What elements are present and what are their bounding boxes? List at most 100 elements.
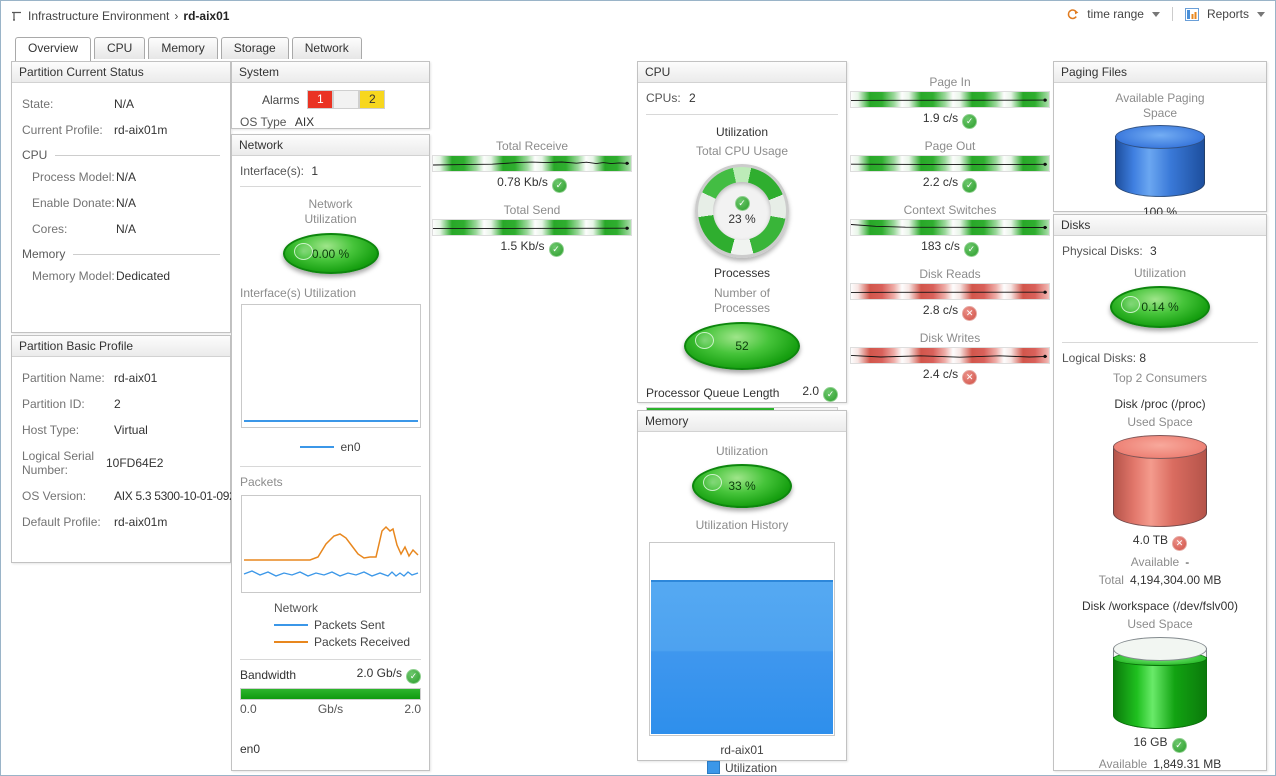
top-consumers-label: Top 2 Consumers (1112, 371, 1208, 385)
time-range-dropdown-arrow-icon[interactable] (1151, 11, 1160, 17)
tab-cpu[interactable]: CPU (94, 37, 146, 59)
page-in-metric: Page In 1.9 c/s (850, 75, 1050, 129)
total-receive-value: 0.78 Kb/s (432, 175, 632, 193)
breadcrumb-separator: › (174, 9, 179, 23)
host-type-row: Host Type: Virtual (22, 423, 148, 437)
packets-received-series (243, 525, 419, 561)
memory-chart-x-label: rd-aix01 (720, 743, 764, 757)
disk-workspace-cylinder[interactable] (1113, 637, 1207, 729)
paging-space-cylinder[interactable] (1115, 125, 1205, 197)
packets-legend-group: Network (274, 601, 319, 615)
memory-model-row: Memory Model: Dedicated (32, 269, 171, 283)
memory-history-chart[interactable] (649, 542, 835, 736)
partition-basic-profile-panel: Partition Basic Profile Partition Name: r… (11, 335, 242, 563)
memory-chart-legend: Utilization (638, 761, 846, 775)
topology-icon (12, 11, 21, 21)
interface-utilization-label: Interface(s) Utilization (240, 286, 357, 300)
alarm-critical-badge[interactable]: 1 (307, 90, 334, 109)
top-bar: Infrastructure Environment › rd-aix01 ti… (1, 1, 1275, 31)
ok-status-icon (823, 387, 838, 402)
alarms-label: Alarms (262, 92, 300, 107)
processor-queue-value: 2.0 (802, 384, 838, 402)
ok-status-icon (962, 178, 978, 193)
en0-series-line (243, 420, 418, 422)
network-footer-interface[interactable]: en0 (240, 742, 261, 756)
breadcrumb-root[interactable]: Infrastructure Environment (28, 9, 170, 23)
disk-proc-name[interactable]: Disk /proc (/proc) (1114, 397, 1206, 411)
memory-section-header: Memory (12, 242, 230, 263)
bandwidth-bar[interactable]: 0.0 Gb/s 2.0 (240, 688, 421, 716)
packets-sent-legend-line-icon (274, 624, 308, 626)
interface-utilization-chart[interactable] (240, 304, 421, 428)
number-of-processes-gauge[interactable]: 52 (684, 322, 800, 370)
error-status-icon (1172, 536, 1188, 551)
total-cpu-usage-gauge[interactable]: 23 % (695, 164, 789, 258)
page-out-sparkline[interactable] (850, 155, 1050, 172)
reports-dropdown-arrow-icon[interactable] (1257, 11, 1265, 17)
disk-proc-available-row: Available - (1130, 555, 1190, 569)
packets-label: Packets (240, 475, 283, 489)
page-out-metric: Page Out 2.2 c/s (850, 139, 1050, 193)
page-in-value: 1.9 c/s (850, 111, 1050, 129)
context-switches-sparkline[interactable] (850, 219, 1050, 236)
error-status-icon (962, 306, 978, 321)
cpu-section-header: CPU (12, 143, 230, 164)
tab-network[interactable]: Network (291, 37, 362, 59)
available-paging-space-label: Available Paging Space (1115, 91, 1205, 120)
memory-history-area (651, 580, 833, 734)
bandwidth-value: 2.0 Gb/s (357, 666, 421, 684)
disk-workspace-name[interactable]: Disk /workspace (/dev/fslv00) (1081, 599, 1239, 613)
alarm-warning-badge[interactable]: 2 (359, 90, 386, 109)
tab-storage[interactable]: Storage (220, 37, 289, 59)
total-send-metric: Total Send 1.5 Kb/s (432, 203, 632, 257)
panel-title: Disks (1054, 215, 1266, 236)
page-in-sparkline[interactable] (850, 91, 1050, 108)
time-range-button[interactable]: time range (1087, 7, 1144, 21)
disk-workspace-used-label: Used Space (1127, 617, 1193, 631)
total-send-sparkline[interactable] (432, 219, 632, 236)
bandwidth-label: Bandwidth (240, 668, 297, 682)
ok-status-icon (551, 178, 567, 193)
disks-panel: Disks Physical Disks: 3 Utilization 0.14… (1053, 214, 1267, 771)
packets-chart[interactable] (240, 495, 421, 593)
breadcrumb-current: rd-aix01 (183, 9, 230, 23)
network-utilization-gauge[interactable]: 0.00 % (282, 233, 379, 274)
ok-status-icon (963, 242, 979, 257)
page-out-value: 2.2 c/s (850, 175, 1050, 193)
interface-chart-legend: en0 (232, 440, 429, 454)
disks-utilization-gauge[interactable]: 0.14 % (1110, 286, 1210, 328)
memory-panel: Memory Utilization 33 % Utilization Hist… (637, 410, 847, 775)
disk-writes-sparkline[interactable] (850, 347, 1050, 364)
total-receive-metric: Total Receive 0.78 Kb/s (432, 139, 632, 193)
alarm-error-badge[interactable] (333, 90, 360, 109)
tab-memory[interactable]: Memory (148, 37, 218, 59)
system-panel: System Alarms 1 2 OS Type AIX (231, 61, 430, 129)
disk-proc-value: 4.0 TB (1054, 533, 1266, 551)
time-range-icon (1068, 8, 1079, 19)
context-switches-value: 183 c/s (850, 239, 1050, 257)
cpu-utilization-label: Utilization (715, 125, 769, 139)
ok-status-icon (962, 114, 978, 129)
disk-writes-metric: Disk Writes 2.4 c/s (850, 331, 1050, 385)
cpus-row: CPUs: 2 (646, 91, 696, 105)
top-actions: time range Reports (1066, 7, 1265, 21)
panel-title: Partition Current Status (12, 62, 230, 83)
error-status-icon (962, 370, 978, 385)
memory-utilization-gauge[interactable]: 33 % (692, 464, 792, 508)
reports-button[interactable]: Reports (1206, 7, 1249, 21)
panel-title: Paging Files (1054, 62, 1266, 83)
reports-icon (1184, 7, 1199, 21)
logical-serial-row: Logical Serial Number: 10FD64E2 (22, 449, 164, 477)
disk-reads-metric: Disk Reads 2.8 c/s (850, 267, 1050, 321)
disk-proc-cylinder[interactable] (1113, 435, 1207, 527)
disks-utilization-label: Utilization (1133, 266, 1187, 280)
logical-disks-row: Logical Disks: 8 (1062, 351, 1147, 365)
total-receive-sparkline[interactable] (432, 155, 632, 172)
ok-status-icon (548, 242, 564, 257)
paging-files-panel: Paging Files Available Paging Space 100 … (1053, 61, 1267, 219)
disk-reads-sparkline[interactable] (850, 283, 1050, 300)
network-utilization-label: Network Utilization (304, 197, 357, 226)
tab-overview[interactable]: Overview (15, 37, 92, 61)
tab-bar: Overview CPU Memory Storage Network (15, 37, 362, 61)
os-version-row: OS Version: AIX 5.3 5300-10-01-0921 (22, 489, 242, 503)
